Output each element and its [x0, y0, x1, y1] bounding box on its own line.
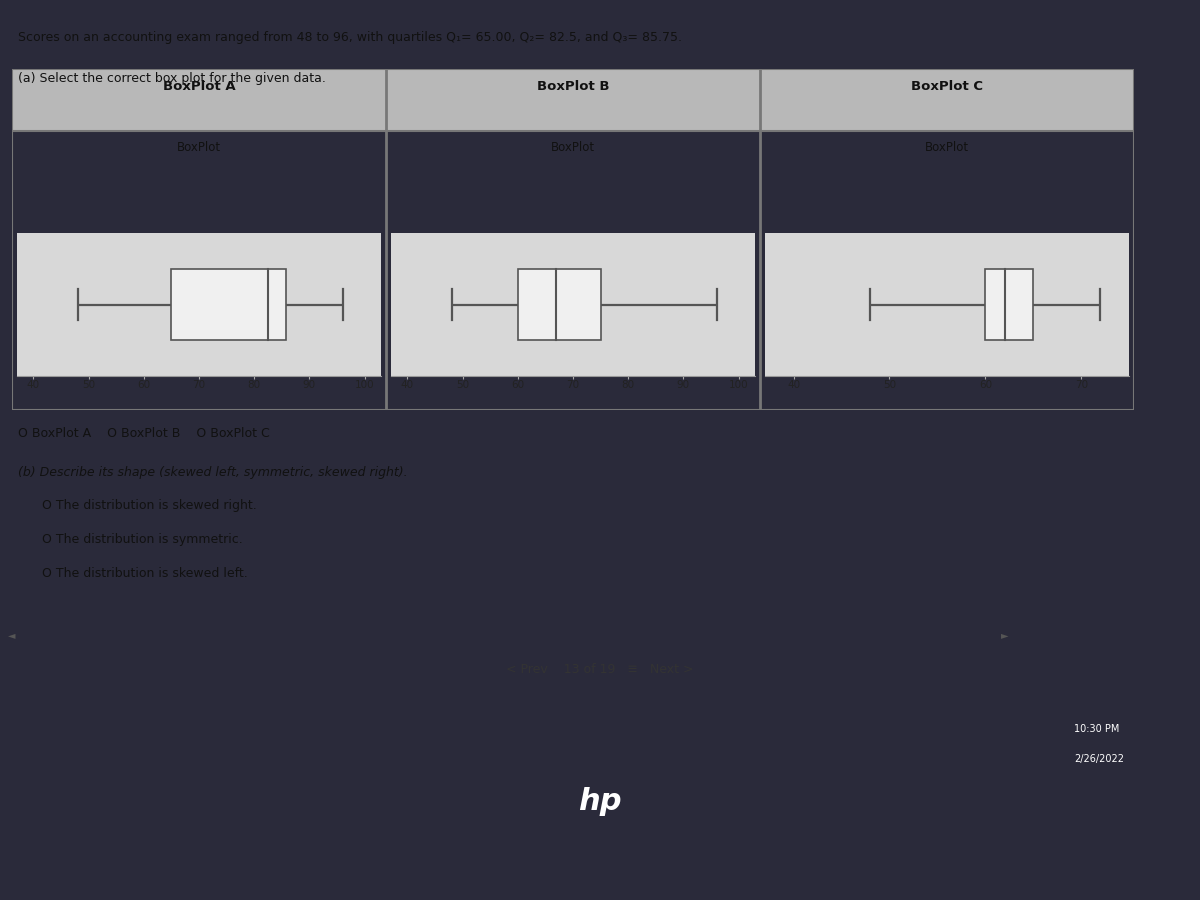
Text: 10:30 PM: 10:30 PM — [1074, 724, 1120, 734]
Text: BoxPlot: BoxPlot — [551, 141, 595, 154]
Text: 2/26/2022: 2/26/2022 — [1074, 754, 1124, 764]
Bar — [985, 269, 1033, 340]
Text: O BoxPlot A    O BoxPlot B    O BoxPlot C: O BoxPlot A O BoxPlot B O BoxPlot C — [18, 427, 270, 439]
Text: O The distribution is symmetric.: O The distribution is symmetric. — [42, 533, 242, 545]
Text: ►: ► — [1001, 630, 1008, 641]
Text: O The distribution is skewed left.: O The distribution is skewed left. — [42, 567, 247, 580]
Bar — [517, 269, 601, 340]
Text: BoxPlot: BoxPlot — [176, 141, 221, 154]
Text: O The distribution is skewed right.: O The distribution is skewed right. — [42, 499, 257, 511]
Text: ◄: ◄ — [8, 630, 16, 641]
Text: BoxPlot A: BoxPlot A — [163, 79, 235, 93]
Bar — [172, 269, 286, 340]
Text: (a) Select the correct box plot for the given data.: (a) Select the correct box plot for the … — [18, 72, 326, 85]
Text: BoxPlot: BoxPlot — [925, 141, 970, 154]
Text: Scores on an accounting exam ranged from 48 to 96, with quartiles Q₁= 65.00, Q₂=: Scores on an accounting exam ranged from… — [18, 32, 682, 44]
Text: BoxPlot C: BoxPlot C — [911, 79, 983, 93]
Text: BoxPlot B: BoxPlot B — [536, 79, 610, 93]
Text: < Prev    13 of 19   ≡   Next >: < Prev 13 of 19 ≡ Next > — [506, 663, 694, 676]
Text: hp: hp — [578, 787, 622, 815]
Text: (b) Describe its shape (skewed left, symmetric, skewed right).: (b) Describe its shape (skewed left, sym… — [18, 466, 408, 479]
Bar — [12, 69, 1134, 130]
